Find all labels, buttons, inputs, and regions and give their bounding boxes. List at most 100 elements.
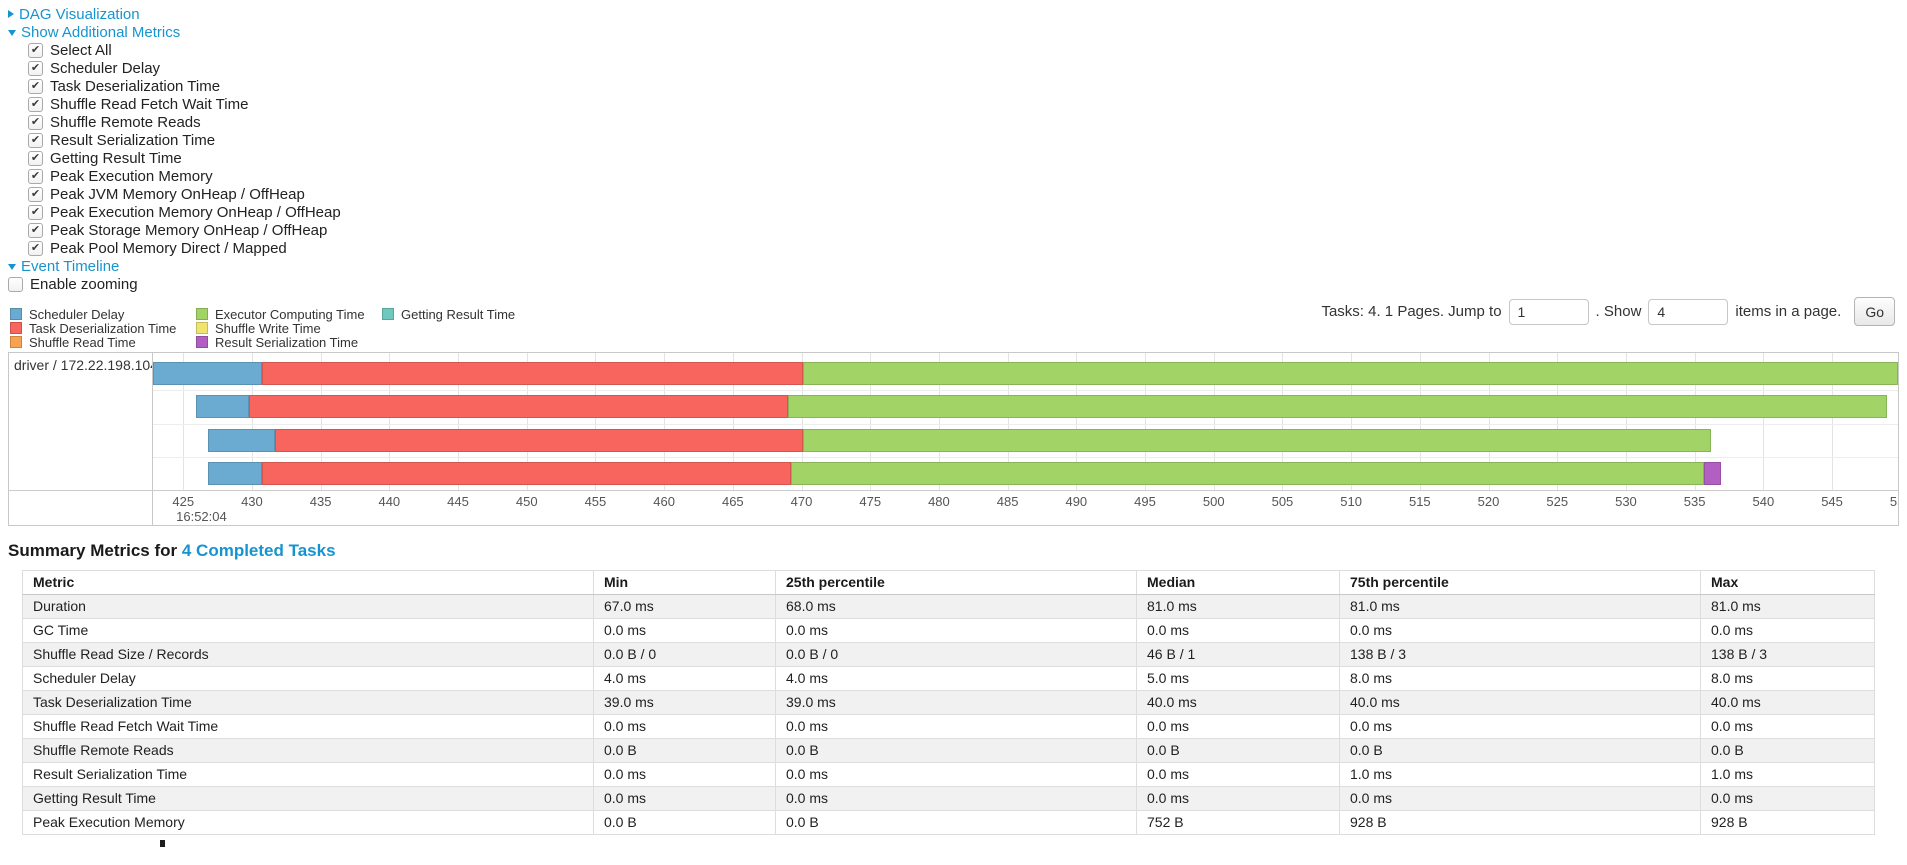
gridline [1282, 353, 1284, 490]
metric-value-cell: 4.0 ms [775, 666, 1137, 691]
metric-checkbox-label: Peak Execution Memory OnHeap / OffHeap [50, 203, 341, 221]
enable-zooming-checkbox[interactable] [8, 276, 23, 292]
metric-checkbox-row: ✔ Peak Pool Memory Direct / Mapped [28, 239, 341, 257]
gridline [526, 353, 528, 490]
metric-checkbox[interactable]: ✔ [28, 60, 43, 76]
metric-checkbox-row: ✔ Scheduler Delay [28, 59, 341, 77]
task-bar-segment-task_deserialization[interactable] [261, 462, 791, 485]
gridline [1557, 353, 1559, 490]
legend-label: Shuffle Write Time [215, 320, 321, 336]
clipped-content-fragment [160, 840, 165, 847]
metric-checkbox-label: Result Serialization Time [50, 131, 216, 149]
gridline [1763, 353, 1765, 490]
legend-item: Result Serialization Time [196, 335, 382, 350]
axis-tick-label: 545 [1821, 494, 1843, 509]
task-pagination: Tasks: 4. 1 Pages. Jump to . Show items … [1321, 297, 1895, 326]
metric-name-cell: Scheduler Delay [22, 666, 594, 691]
axis-tick-label: 435 [309, 494, 332, 509]
axis-tick-label: 495 [1134, 494, 1156, 509]
axis-tick-label: 530 [1615, 494, 1637, 509]
metric-value-cell: 0.0 ms [775, 618, 1137, 643]
metric-checkbox[interactable]: ✔ [28, 96, 43, 112]
axis-tick-label: 475 [859, 494, 882, 509]
metric-name-cell: Shuffle Remote Reads [22, 738, 594, 763]
event-timeline-toggle[interactable]: Event Timeline [8, 257, 341, 275]
task-bar-segment-task_deserialization[interactable] [261, 362, 803, 385]
legend-label: Shuffle Read Time [29, 334, 136, 350]
gridline [870, 353, 872, 490]
metric-checkbox[interactable]: ✔ [28, 186, 43, 202]
metric-value-cell: 0.0 B / 0 [593, 642, 776, 667]
metric-checkbox-row: ✔ Peak Execution Memory [28, 167, 341, 185]
metric-value-cell: 0.0 B [593, 810, 776, 835]
legend-item: Scheduler Delay [10, 306, 196, 322]
gridline [1832, 353, 1834, 490]
task-bar-segment-executor_computing[interactable] [790, 462, 1705, 485]
task-bar-segment-scheduler_delay[interactable] [207, 429, 276, 452]
axis-tick-label: 550 [1889, 494, 1898, 509]
task-bar-segment-executor_computing[interactable] [787, 395, 1887, 418]
task-bar-segment-scheduler_delay[interactable] [207, 462, 262, 485]
metric-value-cell: 81.0 ms [1339, 594, 1701, 619]
gridline [458, 353, 460, 490]
metric-name-cell: Peak Execution Memory [22, 810, 594, 835]
axis-tick-label: 535 [1683, 494, 1706, 509]
metric-checkbox[interactable]: ✔ [28, 150, 43, 166]
metric-checkbox[interactable]: ✔ [28, 78, 43, 94]
task-bar-segment-scheduler_delay[interactable] [195, 395, 250, 418]
dag-visualization-toggle[interactable]: DAG Visualization [8, 5, 341, 23]
axis-tick-label: 515 [1408, 494, 1431, 509]
metric-checkbox-row: ✔ Shuffle Read Fetch Wait Time [28, 95, 341, 113]
axis-start-time-label: 16:52:04 [176, 509, 227, 524]
show-additional-metrics-toggle[interactable]: Show Additional Metrics [8, 23, 341, 41]
table-row: Scheduler Delay 4.0 ms 4.0 ms 5.0 ms 8.0 ms 8… [22, 666, 1875, 691]
metric-name-cell: Shuffle Read Fetch Wait Time [22, 714, 594, 739]
table-row: Result Serialization Time 0.0 ms 0.0 ms 0.0… [22, 762, 1875, 787]
metric-checkbox-label: Shuffle Read Fetch Wait Time [50, 95, 249, 113]
pagination-prefix-text: Tasks: 4. 1 Pages. Jump to [1321, 303, 1502, 320]
metric-value-cell: 928 B [1700, 810, 1875, 835]
metric-checkbox[interactable]: ✔ [28, 168, 43, 184]
task-bar-segment-scheduler_delay[interactable] [153, 362, 262, 385]
legend-label: Scheduler Delay [29, 306, 125, 322]
jump-to-page-input[interactable] [1508, 298, 1589, 325]
metric-checkbox[interactable]: ✔ [28, 204, 43, 220]
task-bar-segment-executor_computing[interactable] [802, 429, 1712, 452]
table-row: Getting Result Time 0.0 ms 0.0 ms 0.0 ms 0.0… [22, 786, 1875, 811]
legend-item: Task Deserialization Time [10, 321, 196, 336]
metric-checkbox-label: Task Deserialization Time [50, 77, 221, 95]
task-bar-segment-task_deserialization[interactable] [249, 395, 788, 418]
metric-checkbox[interactable]: ✔ [28, 222, 43, 238]
metric-checkbox-list: ✔ Select All ✔ Scheduler Delay ✔ Task Deseria… [8, 41, 341, 257]
chevron-down-icon [8, 30, 16, 36]
gridline [320, 353, 322, 490]
metric-value-cell: 8.0 ms [1339, 666, 1701, 691]
metric-checkbox-label: Getting Result Time [50, 149, 182, 167]
axis-tick-label: 465 [721, 494, 744, 509]
axis-tick-label: 445 [447, 494, 469, 509]
gridline [595, 353, 597, 490]
metric-value-cell: 1.0 ms [1700, 762, 1875, 787]
metric-value-cell: 0.0 ms [1136, 786, 1340, 811]
task-bar-segment-executor_computing[interactable] [802, 362, 1898, 385]
go-button[interactable]: Go [1854, 297, 1895, 326]
metric-value-cell: 0.0 ms [593, 762, 776, 787]
metric-checkbox[interactable]: ✔ [28, 42, 43, 58]
column-header: Min [593, 570, 776, 595]
shuffle_read-swatch [10, 336, 22, 348]
metric-checkbox-label: Peak Execution Memory [50, 167, 213, 185]
task-bar-segment-task_deserialization[interactable] [275, 429, 803, 452]
metric-value-cell: 0.0 ms [1339, 786, 1701, 811]
metric-value-cell: 928 B [1339, 810, 1701, 835]
metric-checkbox-row: ✔ Peak Storage Memory OnHeap / OffHeap [28, 221, 341, 239]
items-per-page-input[interactable] [1648, 298, 1729, 325]
task-bar-segment-result_serialization[interactable] [1704, 462, 1721, 485]
metric-checkbox[interactable]: ✔ [28, 114, 43, 130]
axis-tick-label: 520 [1477, 494, 1500, 509]
metric-checkbox[interactable]: ✔ [28, 132, 43, 148]
metric-checkbox[interactable]: ✔ [28, 240, 43, 256]
gridline [732, 353, 734, 490]
completed-tasks-link[interactable]: 4 Completed Tasks [181, 541, 336, 560]
axis-tick-label: 450 [515, 494, 538, 509]
lane-separator [153, 423, 1898, 425]
